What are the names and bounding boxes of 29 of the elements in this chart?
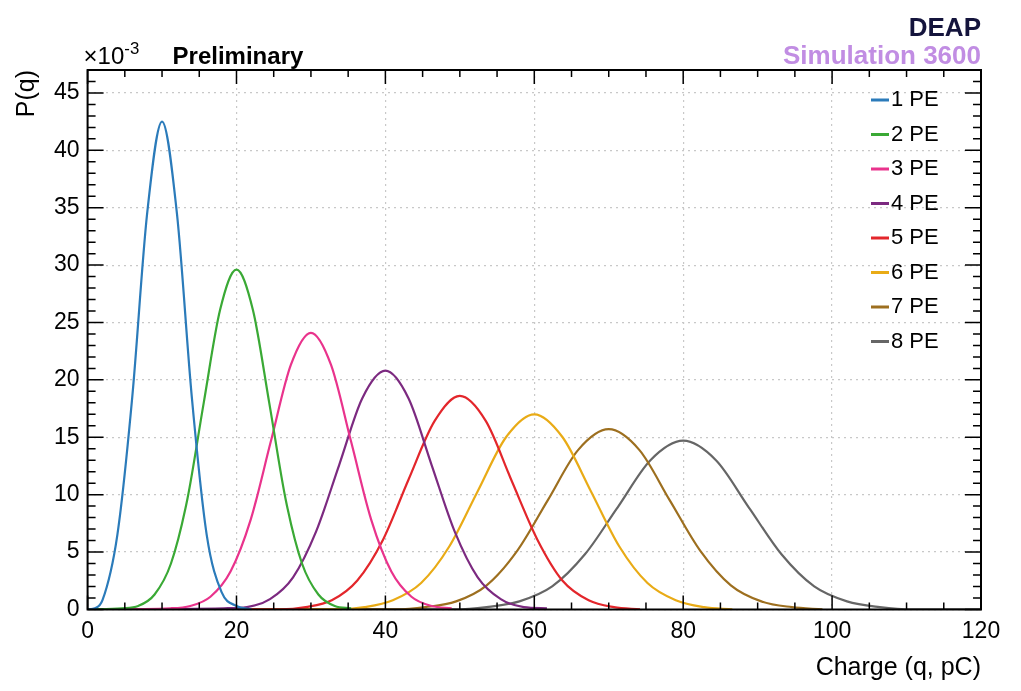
text: DEAP bbox=[908, 12, 981, 42]
legend-label: 3 PE bbox=[891, 155, 939, 181]
y-tick-label: 25 bbox=[53, 307, 80, 334]
legend-label: 6 PE bbox=[891, 258, 939, 284]
legend-label: 5 PE bbox=[891, 224, 939, 250]
y-tick-label: 5 bbox=[66, 537, 80, 564]
x-axis-title: Charge (q, pC) bbox=[815, 651, 981, 680]
y-axis-title: P(q) bbox=[10, 70, 39, 118]
y-tick-label: 0 bbox=[66, 594, 80, 621]
chart-title: Preliminary bbox=[172, 42, 304, 69]
legend-label: 4 PE bbox=[891, 189, 939, 215]
x-tick-label: 100 bbox=[812, 616, 852, 643]
y-tick-label: 30 bbox=[53, 250, 80, 277]
y-tick-label: 10 bbox=[53, 479, 80, 506]
x-tick-label: 40 bbox=[372, 616, 399, 643]
legend-label: 7 PE bbox=[891, 293, 939, 319]
legend-label: 1 PE bbox=[891, 86, 939, 112]
x-tick-label: 120 bbox=[961, 616, 1001, 643]
legend-label: 2 PE bbox=[891, 120, 939, 146]
x-tick-label: 60 bbox=[521, 616, 548, 643]
y-tick-label: 45 bbox=[53, 78, 80, 105]
x-tick-label: 80 bbox=[670, 616, 696, 643]
legend-label: 8 PE bbox=[891, 327, 939, 353]
y-tick-label: 20 bbox=[53, 365, 80, 392]
x-tick-label: 20 bbox=[223, 616, 250, 643]
y-tick-label: 40 bbox=[53, 135, 80, 162]
y-tick-label: 15 bbox=[53, 422, 80, 449]
annotation: Simulation 3600 bbox=[783, 40, 981, 70]
y-tick-label: 35 bbox=[53, 193, 80, 220]
